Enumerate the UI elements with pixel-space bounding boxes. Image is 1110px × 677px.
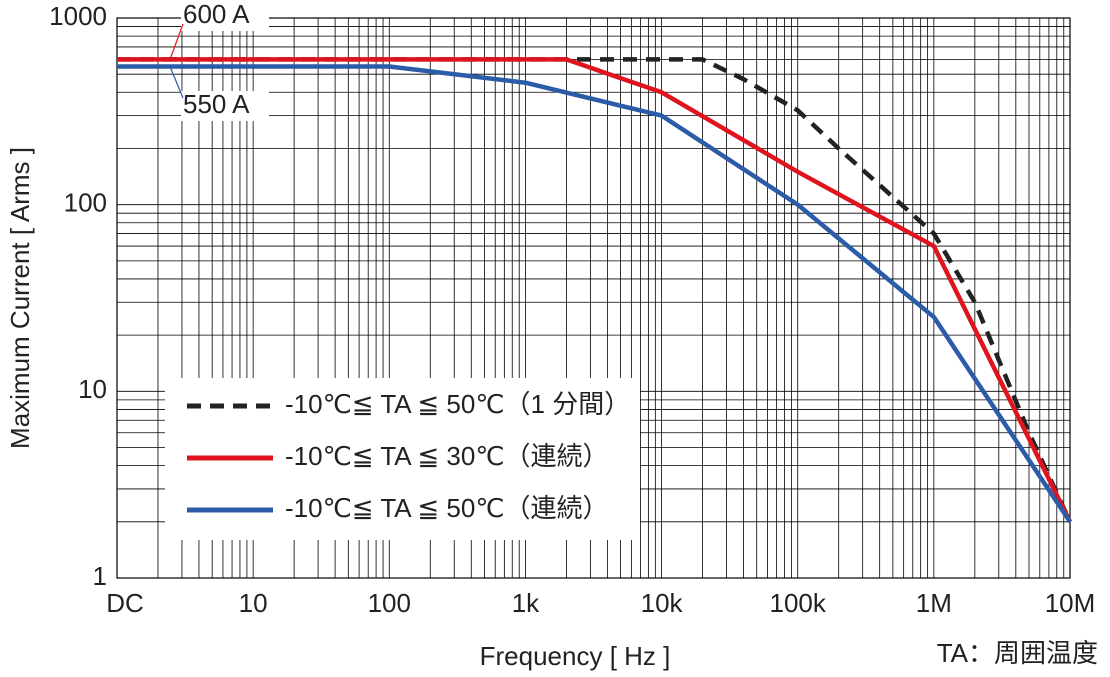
note: TA：周囲温度	[937, 638, 1098, 668]
y-tick-label: 10	[78, 374, 107, 404]
series-line	[117, 57, 1073, 523]
x-tick-label: 100k	[770, 588, 827, 618]
y-tick-label: 1000	[49, 1, 107, 31]
annotation-leader	[169, 66, 184, 99]
plot-frame	[116, 17, 1071, 579]
x-tick-label: 1M	[916, 588, 952, 618]
annotation-bg	[181, 91, 269, 121]
y-axis-label: Maximum Current [ Arms ]	[5, 147, 35, 449]
x-tick-label: DC	[106, 588, 144, 618]
x-tick-label: 10k	[641, 588, 684, 618]
x-tick-label: 10	[239, 588, 268, 618]
annotation: 600 A	[183, 0, 250, 29]
x-tick-label: 100	[368, 588, 411, 618]
x-axis-label: Frequency [ Hz ]	[480, 641, 671, 671]
y-tick-label: 1	[93, 561, 107, 591]
series-line	[117, 57, 1073, 523]
x-tick-label: 10M	[1045, 588, 1096, 618]
annotation-leader	[169, 23, 184, 60]
legend-label: -10℃≦ TA ≦ 50℃（1 分間）	[285, 389, 630, 419]
legend-label: -10℃≦ TA ≦ 50℃（連続）	[285, 493, 609, 523]
legend-label: -10℃≦ TA ≦ 30℃（連続）	[285, 441, 609, 471]
series-line	[117, 64, 1072, 524]
annotation-bg	[181, 1, 269, 31]
annotation: 550 A	[183, 89, 250, 119]
y-tick-label: 100	[64, 188, 107, 218]
x-tick-label: 1k	[512, 588, 540, 618]
